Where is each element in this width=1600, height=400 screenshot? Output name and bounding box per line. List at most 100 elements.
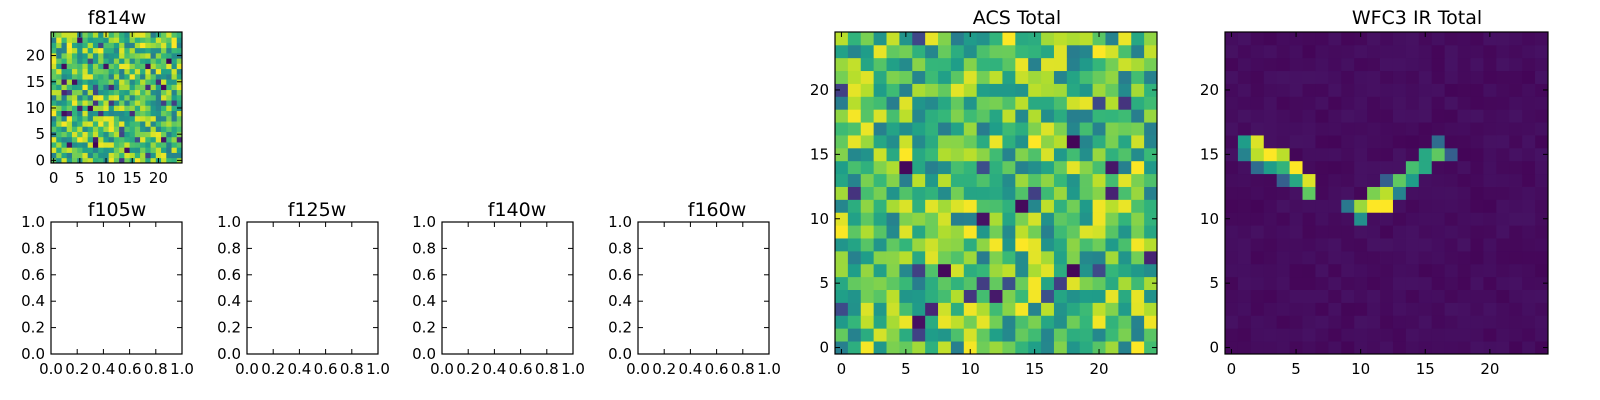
heatmap-cell: [1053, 173, 1068, 187]
y-tick-label: 20: [810, 81, 829, 99]
heatmap-cell: [61, 84, 68, 91]
heatmap-cell: [1053, 160, 1068, 175]
heatmap-cell: [1522, 32, 1536, 46]
heatmap-cell: [925, 173, 939, 187]
heatmap-cell: [912, 289, 926, 303]
heatmap-cell: [1328, 276, 1342, 290]
heatmap-cell: [1405, 83, 1420, 97]
heatmap-cell: [1263, 135, 1278, 149]
heatmap-cell: [108, 131, 115, 138]
heatmap-cell: [1225, 302, 1239, 316]
heatmap-cell: [1053, 83, 1068, 97]
heatmap-cell: [176, 110, 183, 117]
heatmap-cell: [113, 42, 120, 49]
heatmap-cell: [847, 109, 862, 123]
heatmap-cell: [87, 100, 94, 106]
heatmap-cell: [1041, 225, 1055, 239]
heatmap-cell: [1263, 238, 1278, 252]
heatmap-cell: [66, 79, 73, 85]
heatmap-cell: [77, 136, 83, 143]
heatmap-cell: [1131, 238, 1145, 252]
heatmap-cell: [1457, 263, 1471, 278]
heatmap-cell: [134, 121, 141, 127]
heatmap-cell: [1380, 109, 1394, 123]
heatmap-cell: [1380, 135, 1394, 149]
heatmap-cell: [150, 47, 157, 54]
heatmap-cell: [129, 94, 136, 101]
heatmap-cell: [976, 109, 990, 123]
heatmap-cell: [124, 73, 130, 80]
heatmap-cell: [1144, 32, 1158, 46]
heatmap-cell: [56, 110, 62, 117]
heatmap-cell: [155, 136, 162, 143]
heatmap-cell: [166, 152, 172, 159]
heatmap-cell: [113, 105, 120, 111]
heatmap-cell: [1092, 263, 1106, 278]
heatmap-cell: [161, 63, 167, 70]
heatmap-cell: [847, 341, 862, 355]
heatmap-cell: [1444, 263, 1458, 278]
heatmap-cell: [129, 63, 136, 70]
heatmap-cell: [113, 131, 120, 138]
heatmap-cell: [1315, 160, 1329, 175]
heatmap-cell: [1470, 225, 1484, 239]
heatmap-cell: [1509, 147, 1523, 162]
heatmap-cell: [1483, 173, 1497, 187]
heatmap-cell: [98, 47, 104, 54]
heatmap-cell: [1431, 70, 1446, 84]
heatmap-cell: [1066, 199, 1081, 213]
heatmap-cell: [860, 341, 875, 355]
heatmap-cell: [860, 212, 875, 226]
heatmap-cell: [140, 105, 146, 111]
heatmap-cell: [176, 126, 183, 132]
heatmap-cell: [886, 328, 900, 342]
heatmap-cell: [1470, 302, 1484, 316]
heatmap-cell: [1237, 315, 1252, 329]
heatmap-cell: [124, 42, 130, 49]
heatmap-cell: [976, 44, 990, 59]
heatmap-cell: [1263, 96, 1278, 110]
heatmap-cell: [1457, 96, 1471, 110]
heatmap-cell: [938, 122, 952, 136]
heatmap-cell: [119, 37, 125, 43]
heatmap-cell: [1066, 96, 1081, 110]
heatmap-cell: [1483, 276, 1497, 290]
heatmap-cell: [989, 289, 1003, 303]
heatmap-cell: [1483, 186, 1497, 200]
heatmap-cell: [1015, 57, 1029, 72]
heatmap-cell: [950, 238, 965, 252]
heatmap-cell: [1015, 250, 1029, 265]
heatmap-cell: [56, 73, 62, 80]
heatmap-cell: [61, 126, 68, 132]
heatmap-cell: [1470, 263, 1484, 278]
heatmap-cell: [1380, 122, 1394, 136]
heatmap-cell: [847, 212, 862, 226]
panel-f160w: f160w 0.0 0.2 0.4 0.6 0.8 1.00.00.20.40.60.81…: [608, 199, 781, 378]
heatmap-cell: [113, 94, 120, 101]
heatmap-cell: [925, 32, 939, 46]
heatmap-cell: [1015, 328, 1029, 342]
heatmap-cell: [860, 289, 875, 303]
heatmap-cell: [71, 121, 78, 127]
heatmap-cell: [963, 225, 978, 239]
heatmap-cell: [56, 32, 62, 38]
heatmap-cell: [1483, 57, 1497, 72]
heatmap-cell: [1483, 289, 1497, 303]
heatmap-cell: [1066, 186, 1081, 200]
heatmap-cell: [108, 73, 115, 80]
heatmap-cell: [1535, 328, 1549, 342]
heatmap-cell: [176, 89, 183, 96]
heatmap-cell: [1496, 225, 1510, 239]
heatmap-cell: [124, 52, 130, 59]
heatmap-cell: [1105, 109, 1119, 123]
heatmap-cell: [886, 302, 900, 316]
heatmap-cell: [150, 68, 157, 75]
heatmap-cell: [124, 131, 130, 138]
heatmap-cell: [1225, 147, 1239, 162]
heatmap-cell: [1496, 289, 1510, 303]
heatmap-cell: [87, 42, 94, 49]
heatmap-cell: [1405, 135, 1420, 149]
heatmap-cell: [1131, 96, 1145, 110]
heatmap-cell: [56, 58, 62, 64]
y-tick-label: 0.8: [412, 239, 436, 257]
